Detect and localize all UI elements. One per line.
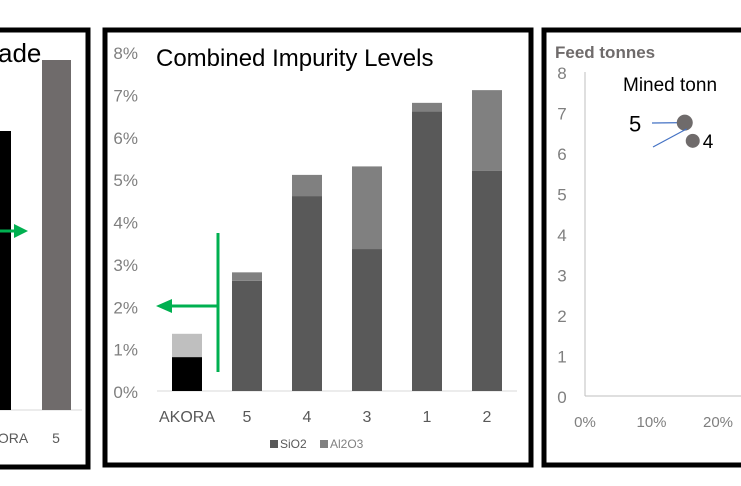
leader-line <box>652 128 688 148</box>
scatter-y-tick-label: 7 <box>557 105 566 124</box>
bar-sio2-1 <box>412 111 442 391</box>
bar-al2o3-4 <box>292 174 322 197</box>
x-tick-label: AKORA <box>159 409 215 426</box>
y-tick-label: 1% <box>113 341 138 360</box>
legend: SiO2 Al2O3 <box>270 437 364 451</box>
bar-sio2-5 <box>232 280 262 391</box>
legend-label-al2o3: Al2O3 <box>330 437 364 451</box>
scatter-y-tick-label: 2 <box>557 307 566 326</box>
x-tick-label: 3 <box>363 409 372 426</box>
green-arrow-right <box>0 224 28 238</box>
scatter-y-tick-label: 3 <box>557 267 566 286</box>
bar-al2o3-1 <box>412 102 442 112</box>
scatter-point-4 <box>685 133 700 148</box>
point-label: 5 <box>629 112 641 137</box>
scatter-y-tick-label: 6 <box>557 145 566 164</box>
x-tick-label: 4 <box>303 409 312 426</box>
scatter-y-tick-label: 8 <box>557 64 566 83</box>
bar-sio2-akora <box>172 357 202 391</box>
bar-al2o3-2 <box>472 90 502 171</box>
legend-label-sio2: SiO2 <box>280 437 307 451</box>
scatter-y-tick-label: 4 <box>557 226 566 245</box>
y-tick-label: 2% <box>113 298 138 317</box>
bar-al2o3-akora <box>172 333 202 358</box>
y-tick-label: 6% <box>113 129 138 148</box>
x-tick-label: 1 <box>423 409 432 426</box>
mined-tonnes-title: Mined tonn <box>623 75 717 96</box>
bar-sio2-4 <box>292 196 322 391</box>
scatter-y-tick-label: 1 <box>557 348 566 367</box>
bar-al2o3-3 <box>352 166 382 250</box>
point-label: 4 <box>703 132 714 153</box>
bar-ora <box>0 131 11 410</box>
y-tick-label: 8% <box>113 44 138 63</box>
y-tick-label: 5% <box>113 171 138 190</box>
impurity-panel: Combined Impurity Levels 0% 1% 2% 3% 4% 5% 6% 7… <box>102 27 534 468</box>
x-tick-label: 5 <box>243 409 252 426</box>
x-tick-label: 2 <box>483 409 492 426</box>
tonnes-panel: Feed tonnes Mined tonn 0 1 2 3 4 5 6 7 8 0% 10% 20… <box>541 27 741 468</box>
scatter-x-tick-label: 0% <box>574 414 596 431</box>
left-x-tick-5: 5 <box>52 430 60 446</box>
y-tick-label: 4% <box>113 214 138 233</box>
scatter-x-tick-label: 10% <box>636 414 666 431</box>
scatter-y-tick-label: 5 <box>557 186 566 205</box>
left-x-tick-ora: ORA <box>0 430 29 446</box>
legend-swatch-al2o3 <box>320 440 328 448</box>
y-tick-label: 7% <box>113 86 138 105</box>
scatter-x-tick-label: 20% <box>703 414 733 431</box>
right-panel-border <box>541 27 741 468</box>
left-chart-title: ade <box>0 38 41 68</box>
scatter-point-5 <box>676 114 693 131</box>
scatter-y-tick-label: 0 <box>557 388 566 407</box>
y-tick-label: 3% <box>113 256 138 275</box>
left-panel: ade ORA 5 <box>0 27 91 470</box>
green-arrow-left <box>156 233 220 372</box>
impurity-chart-title: Combined Impurity Levels <box>156 45 433 72</box>
y-tick-label: 0% <box>113 383 138 402</box>
bar-al2o3-5 <box>232 272 262 281</box>
bar-sio2-2 <box>472 170 502 391</box>
legend-swatch-sio2 <box>270 440 278 448</box>
bar-5 <box>42 60 71 410</box>
feed-tonnes-title: Feed tonnes <box>555 43 655 62</box>
bar-sio2-3 <box>352 249 382 391</box>
